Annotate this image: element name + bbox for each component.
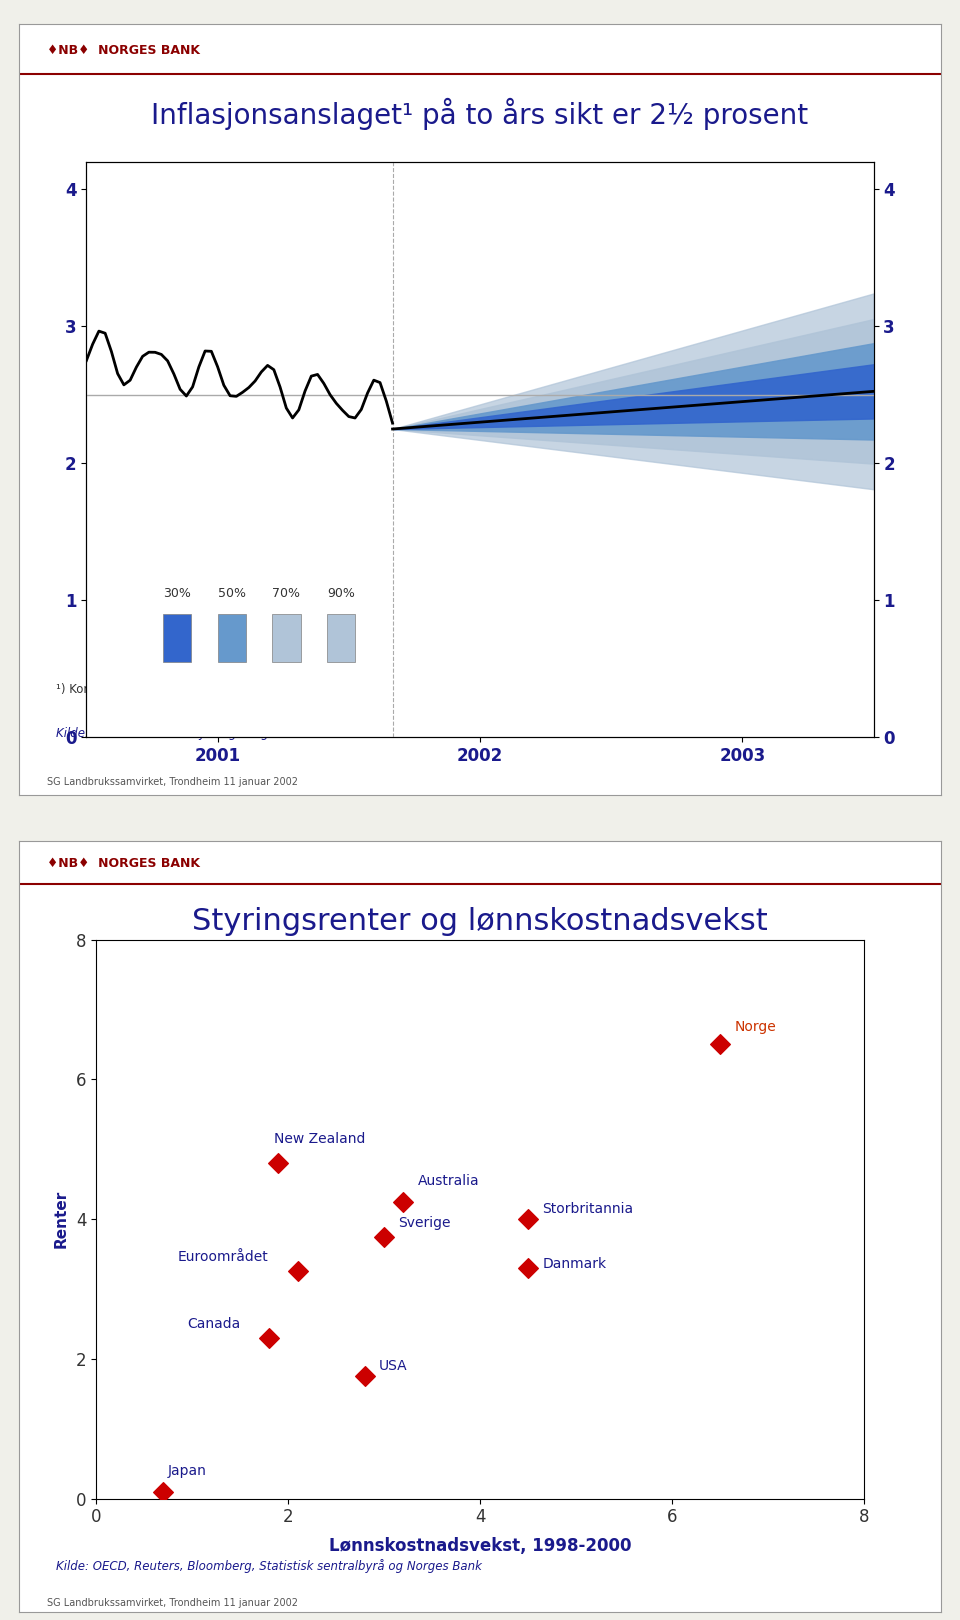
Text: ♦NB♦  NORGES BANK: ♦NB♦ NORGES BANK (47, 857, 200, 870)
Text: Storbritannia: Storbritannia (542, 1202, 634, 1215)
Text: USA: USA (379, 1359, 408, 1372)
Bar (218, 614, 246, 663)
X-axis label: Lønnskostnadsvekst, 1998-2000: Lønnskostnadsvekst, 1998-2000 (328, 1537, 632, 1555)
Text: Japan: Japan (168, 1463, 206, 1477)
Text: Canada: Canada (187, 1317, 240, 1332)
Text: 90%: 90% (327, 586, 355, 599)
Text: 50%: 50% (218, 586, 246, 599)
Point (712, 1032, 728, 1058)
Text: Euroområdet: Euroområdet (178, 1251, 269, 1265)
Text: Australia: Australia (418, 1173, 479, 1187)
Text: Kilde: Statistisk sentralbyrå og Norges Bank: Kilde: Statistisk sentralbyrå og Norges … (56, 726, 316, 740)
Bar (273, 614, 300, 663)
Text: New Zealand: New Zealand (274, 1132, 365, 1145)
Point (357, 1364, 372, 1390)
Text: ♦NB♦  NORGES BANK: ♦NB♦ NORGES BANK (47, 44, 200, 57)
Text: SG Landbrukssamvirket, Trondheim 11 januar 2002: SG Landbrukssamvirket, Trondheim 11 janu… (47, 1597, 298, 1609)
Point (520, 1205, 536, 1231)
Text: 30%: 30% (163, 586, 191, 599)
Text: 70%: 70% (273, 586, 300, 599)
Point (520, 1256, 536, 1281)
Text: Prosent: Prosent (439, 948, 521, 967)
Text: SG Landbrukssamvirket, Trondheim 11 januar 2002: SG Landbrukssamvirket, Trondheim 11 janu… (47, 778, 298, 787)
Point (271, 1150, 286, 1176)
Text: Danmark: Danmark (542, 1257, 607, 1272)
Point (290, 1259, 305, 1285)
Text: Sverige: Sverige (398, 1215, 451, 1230)
Y-axis label: Renter: Renter (54, 1191, 69, 1247)
Text: Styringsrenter og lønnskostnadsvekst: Styringsrenter og lønnskostnadsvekst (192, 907, 768, 936)
Point (156, 1479, 171, 1505)
Text: Norge: Norge (734, 1021, 776, 1034)
Text: Kilde: OECD, Reuters, Bloomberg, Statistisk sentralbyrå og Norges Bank: Kilde: OECD, Reuters, Bloomberg, Statist… (56, 1560, 482, 1573)
Text: ¹) Konsumprisveksten justert for endringer i avgifter og energipriser (KPIJAE): ¹) Konsumprisveksten justert for endring… (56, 684, 510, 697)
Point (376, 1223, 392, 1249)
Bar (163, 614, 191, 663)
Text: Inflasjonsanslaget¹ på to års sikt er 2½ prosent: Inflasjonsanslaget¹ på to års sikt er 2½… (152, 97, 808, 130)
Bar (327, 614, 355, 663)
Point (261, 1325, 276, 1351)
Point (396, 1189, 411, 1215)
